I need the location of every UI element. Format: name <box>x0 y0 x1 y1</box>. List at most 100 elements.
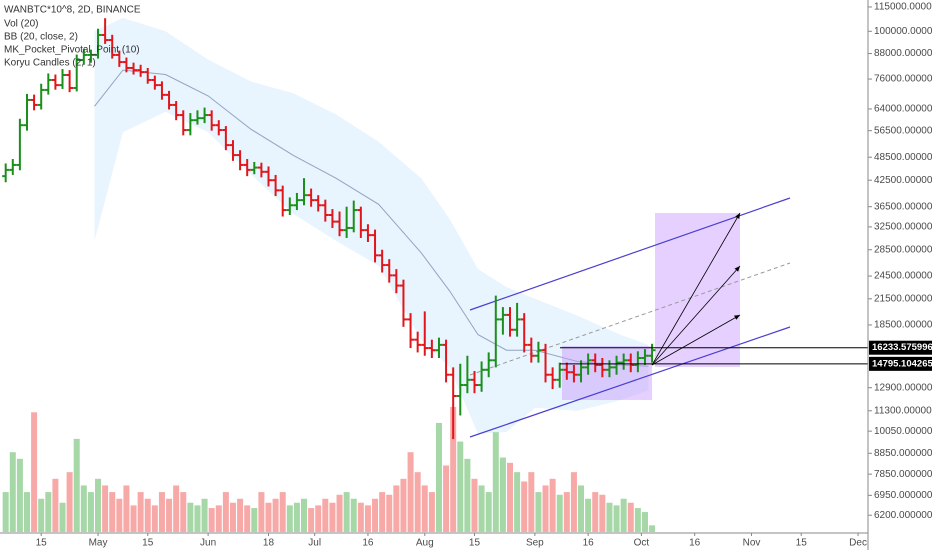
arrow <box>651 314 741 366</box>
volume-bar <box>514 472 521 532</box>
volume-bar <box>478 485 485 532</box>
volume-bar <box>357 502 364 532</box>
volume-bar <box>222 492 229 532</box>
price-layer <box>2 18 868 440</box>
volume-bar <box>372 498 379 532</box>
volume-bar <box>38 498 45 532</box>
legend: WANBTC*10^8, 2D, BINANCE Vol (20) BB (20… <box>4 5 141 69</box>
x-tick-label: Oct <box>634 538 650 549</box>
bollinger-basis <box>94 69 649 367</box>
volume-bar <box>201 498 208 532</box>
volume-bar <box>379 492 386 532</box>
volume-bar <box>279 492 286 532</box>
volume-bar <box>585 498 592 532</box>
volume-bar <box>350 498 357 532</box>
channel-middle <box>469 262 791 376</box>
volume-bar <box>301 498 308 532</box>
volume-bar <box>187 502 194 532</box>
x-tick-label: 16 <box>689 538 701 549</box>
volume-bar <box>23 492 30 532</box>
y-tick-label: 100000.0000000 <box>874 26 932 37</box>
x-tick-label: Aug <box>416 538 434 549</box>
indicator-label: BB (20, close, 2) <box>4 32 78 43</box>
y-tick-label: 11300.0000000 <box>874 405 932 416</box>
x-tick-label: Dec <box>849 538 867 549</box>
y-tick-label: 18500.0000000 <box>874 320 932 331</box>
y-tick-label: 36500.0000000 <box>874 201 932 212</box>
volume-bar <box>450 406 457 532</box>
volume-bar <box>80 485 87 532</box>
volume-bar <box>507 462 514 532</box>
x-tick-label: Jun <box>200 538 216 549</box>
chart-title: WANBTC*10^8, 2D, BINANCE <box>4 5 141 16</box>
volume-bar <box>592 492 599 532</box>
volume-bar <box>66 472 73 532</box>
volume-bar <box>599 494 606 532</box>
volume-bar <box>492 432 499 532</box>
volume-bar <box>400 478 407 532</box>
volume-bar <box>87 492 94 532</box>
volume-bar <box>613 505 620 532</box>
arrow <box>651 212 741 366</box>
level-label-box <box>869 340 932 355</box>
volume-bar <box>421 485 428 532</box>
x-tick-label: Sep <box>526 538 544 549</box>
level-label: 14795.1042653 <box>872 358 932 369</box>
y-tick-label: 76000.0000000 <box>874 74 932 85</box>
volume-bar <box>627 502 634 532</box>
volume-bar <box>9 452 16 532</box>
level-label-box <box>869 356 932 371</box>
volume-bar <box>464 458 471 532</box>
volume-bar <box>272 498 279 532</box>
x-tick-label: 15 <box>36 538 48 549</box>
volume-bar <box>2 492 9 532</box>
y-tick-label: 56500.0000000 <box>874 125 932 136</box>
volume-bar <box>237 498 244 532</box>
volume-bar <box>123 485 130 532</box>
x-tick-label: 15 <box>469 538 481 549</box>
x-tick-label: 16 <box>362 538 374 549</box>
volume-bar <box>570 472 577 532</box>
volume-bar <box>457 441 464 532</box>
volume-bar <box>52 478 59 532</box>
volume-bar <box>606 502 613 532</box>
y-tick-label: 6950.0000000 <box>874 490 932 501</box>
volume-bar <box>364 505 371 532</box>
volume-bar <box>435 422 442 532</box>
volume-bar <box>215 505 222 532</box>
volume-bar <box>208 508 215 532</box>
x-tick-label: 16 <box>583 538 595 549</box>
volume-bar <box>336 494 343 532</box>
y-tick-label: 88000.0000000 <box>874 48 932 59</box>
volume-bar <box>542 485 549 532</box>
volume-bar <box>244 505 251 532</box>
indicator-label: MK_Pocket_Pivotal_Point (10) <box>4 45 140 56</box>
volume-bar <box>130 505 137 532</box>
projection-box <box>655 213 740 367</box>
volume-bar <box>59 502 66 532</box>
volume-bar <box>549 478 556 532</box>
volume-bar <box>322 498 329 532</box>
y-tick-label: 7850.0000000 <box>874 469 932 480</box>
volume-bar <box>443 465 450 532</box>
volume-bar <box>180 492 187 532</box>
volume-bar <box>158 492 165 532</box>
y-tick-label: 115000.0000000 <box>874 2 932 13</box>
volume-bar <box>258 492 265 532</box>
arrow <box>651 265 741 366</box>
volume-bar <box>620 498 627 532</box>
x-tick-label: May <box>89 538 108 549</box>
volume-bar <box>528 472 535 532</box>
volume-bar <box>471 478 478 532</box>
indicator-label: Koryu Candles (2, 1) <box>4 58 96 69</box>
volume-bar <box>173 485 180 532</box>
x-tick-label: 18 <box>263 538 275 549</box>
volume-bar <box>286 505 293 532</box>
volume-bar <box>329 502 336 532</box>
volume-bar <box>45 492 52 532</box>
volume-bar <box>95 478 102 532</box>
volume-bar <box>521 481 528 532</box>
volume-bar <box>308 508 315 532</box>
volume-bar <box>485 492 492 532</box>
